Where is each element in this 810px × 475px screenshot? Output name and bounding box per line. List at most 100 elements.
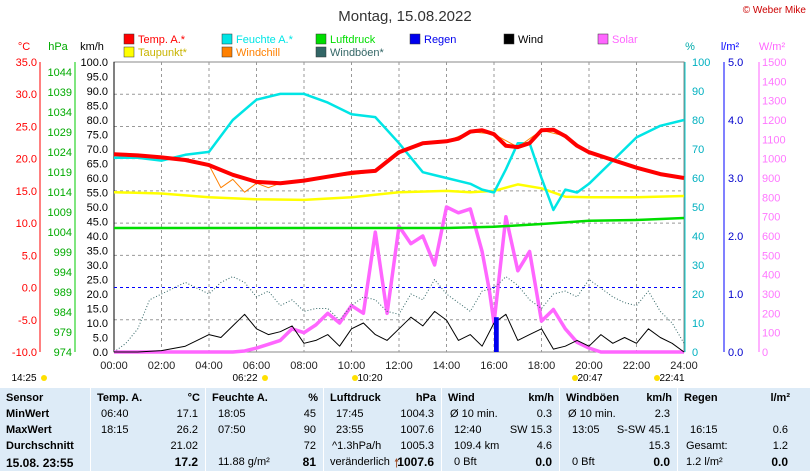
- stats-col-sensor: Sensor MinWert MaxWert Durchschnitt 15.0…: [0, 388, 90, 471]
- tick-humidity-2: 80: [692, 115, 704, 127]
- tick-pressure-2: 1034: [48, 107, 72, 119]
- tick-rain-3: 2.0: [728, 231, 743, 243]
- stats-pressure-trend: ^1.3hPa/h: [332, 440, 382, 452]
- stats-col-wind: Wind km/h Ø 10 min. 0.3 12:40 SW 15.3 10…: [441, 388, 560, 471]
- legend-label-8: Windböen*: [330, 47, 385, 59]
- stats-humidity-header: Feuchte A.: [212, 392, 268, 404]
- tick-wind-11: 45.0: [87, 217, 108, 229]
- x-tick-4: 08:00: [290, 360, 318, 372]
- stats-table: Sensor MinWert MaxWert Durchschnitt 15.0…: [0, 388, 810, 471]
- tick-solar-1: 1400: [762, 76, 786, 88]
- tick-humidity-7: 30: [692, 260, 704, 272]
- stats-wind-r1-label: Ø 10 min.: [450, 408, 498, 420]
- x-tick-1: 02:00: [148, 360, 176, 372]
- tick-humidity-1: 90: [692, 86, 704, 98]
- stats-temp-header: Temp. A.: [97, 392, 143, 404]
- tick-temp-0: 35.0: [16, 57, 37, 69]
- tick-solar-3: 1200: [762, 115, 786, 127]
- tick-wind-15: 25.0: [87, 275, 108, 287]
- stats-wind-r3-val: 4.6: [536, 440, 552, 452]
- tick-wind-1: 95.0: [87, 72, 108, 84]
- stats-gusts-r2-dir: S-SW 45.1: [616, 424, 670, 436]
- stats-rain-r4-label: 1.2 l/m²: [686, 456, 723, 468]
- x-tick-2: 04:00: [195, 360, 223, 372]
- tick-humidity-0: 100: [692, 57, 710, 69]
- x-tick-9: 18:00: [528, 360, 556, 372]
- tick-solar-11: 400: [762, 270, 780, 282]
- stats-humidity-max-time: 07:50: [218, 424, 246, 436]
- stats-col-gusts: Windböen km/h Ø 10 min. 2.3 13:05 S-SW 4…: [559, 388, 678, 471]
- legend-swatch-5: [597, 33, 609, 45]
- legend-swatch-1: [221, 33, 233, 45]
- stats-temp-min: 17.1: [176, 408, 198, 420]
- stats-sensor-header: Sensor: [6, 392, 44, 404]
- tick-temp-4: 15.0: [16, 186, 37, 198]
- tick-pressure-6: 1014: [48, 187, 72, 199]
- axis-unit-rain: l/m²: [721, 41, 740, 53]
- legend-label-1: Feuchte A.*: [236, 34, 294, 46]
- tick-humidity-5: 50: [692, 202, 704, 214]
- x-tick-0: 00:00: [100, 360, 128, 372]
- stats-gusts-r4-val: 0.0: [653, 455, 670, 469]
- stats-temp-max-time: 18:15: [101, 424, 129, 436]
- tick-wind-14: 30.0: [87, 260, 108, 272]
- series-feuchte-a: [114, 92, 685, 212]
- tick-temp-2: 25.0: [16, 121, 37, 133]
- stats-temp-min-time: 06:40: [101, 408, 129, 420]
- tick-solar-6: 900: [762, 173, 780, 185]
- legend-swatch-8: [315, 46, 327, 58]
- stats-col-pressure: Luftdruck hPa 17:45 1004.3 23:55 1007.6 …: [323, 388, 442, 471]
- tick-wind-7: 65.0: [87, 159, 108, 171]
- series-temp-a: [113, 127, 685, 186]
- tick-temp-9: -10.0: [12, 347, 37, 359]
- stats-col-temp: Temp. A. °C 06:40 17.1 18:15 26.2 21.02 …: [90, 388, 206, 471]
- legend-swatch-3: [409, 33, 421, 45]
- stats-rain-r4-val: 0.0: [771, 455, 788, 469]
- time-marker-0: 14:25: [11, 373, 36, 384]
- legend-label-0: Temp. A.*: [138, 34, 186, 46]
- tick-temp-7: 0.0: [22, 283, 37, 295]
- stats-wind-r4-label: 0 Bft: [454, 456, 477, 468]
- series-luftdruck: [114, 216, 685, 230]
- tick-solar-15: 0: [762, 347, 768, 359]
- stats-date: 15.08. 23:55: [6, 456, 74, 470]
- tick-pressure-1: 1039: [48, 87, 72, 99]
- stats-pressure-change: veränderlich: [330, 456, 390, 468]
- tick-wind-19: 5.0: [93, 333, 108, 345]
- series-windb-en: [113, 276, 685, 353]
- stats-humidity-min: 45: [303, 408, 316, 420]
- tick-rain-0: 5.0: [728, 57, 743, 69]
- tick-pressure-12: 984: [54, 307, 72, 319]
- chart-credit: © Weber Mike: [743, 5, 807, 16]
- axis-unit-temp: °C: [18, 41, 30, 53]
- stats-temp-current: 17.2: [174, 455, 198, 469]
- x-tick-11: 22:00: [623, 360, 651, 372]
- legend-label-4: Wind: [518, 34, 543, 46]
- stats-pressure-max-time: 23:55: [336, 424, 364, 436]
- legend-swatch-6: [123, 46, 135, 58]
- stats-gusts-r4-label: 0 Bft: [572, 456, 595, 468]
- stats-humidity-abs: 11.88 g/m²: [218, 456, 270, 468]
- legend-label-5: Solar: [612, 34, 638, 46]
- stats-wind-r2-dir: SW 15.3: [509, 424, 552, 436]
- axis-unit-humidity: %: [685, 41, 695, 53]
- stats-humidity-max: 90: [303, 424, 316, 436]
- stats-rain-r3-val: 1.2: [772, 440, 788, 452]
- legend-swatch-4: [503, 33, 515, 45]
- tick-pressure-13: 979: [54, 327, 72, 339]
- legend-swatch-0: [123, 33, 135, 45]
- tick-wind-20: 0.0: [93, 347, 108, 359]
- stats-pressure-header: Luftdruck: [330, 392, 381, 404]
- tick-solar-14: 100: [762, 328, 780, 340]
- stats-row-min: MinWert: [6, 408, 50, 420]
- sun-icon-3: [572, 375, 578, 381]
- stats-gusts-r1-val: 2.3: [654, 408, 670, 420]
- legend-label-6: Taupunkt*: [138, 47, 188, 59]
- tick-wind-8: 60.0: [87, 173, 108, 185]
- tick-pressure-4: 1024: [48, 147, 72, 159]
- tick-solar-5: 1000: [762, 154, 786, 166]
- stats-gusts-r2-time: 13:05: [572, 424, 600, 436]
- stats-gusts-header: Windböen: [566, 392, 620, 404]
- stats-wind-r3-label: 109.4 km: [454, 440, 500, 452]
- stats-temp-unit: °C: [187, 392, 200, 404]
